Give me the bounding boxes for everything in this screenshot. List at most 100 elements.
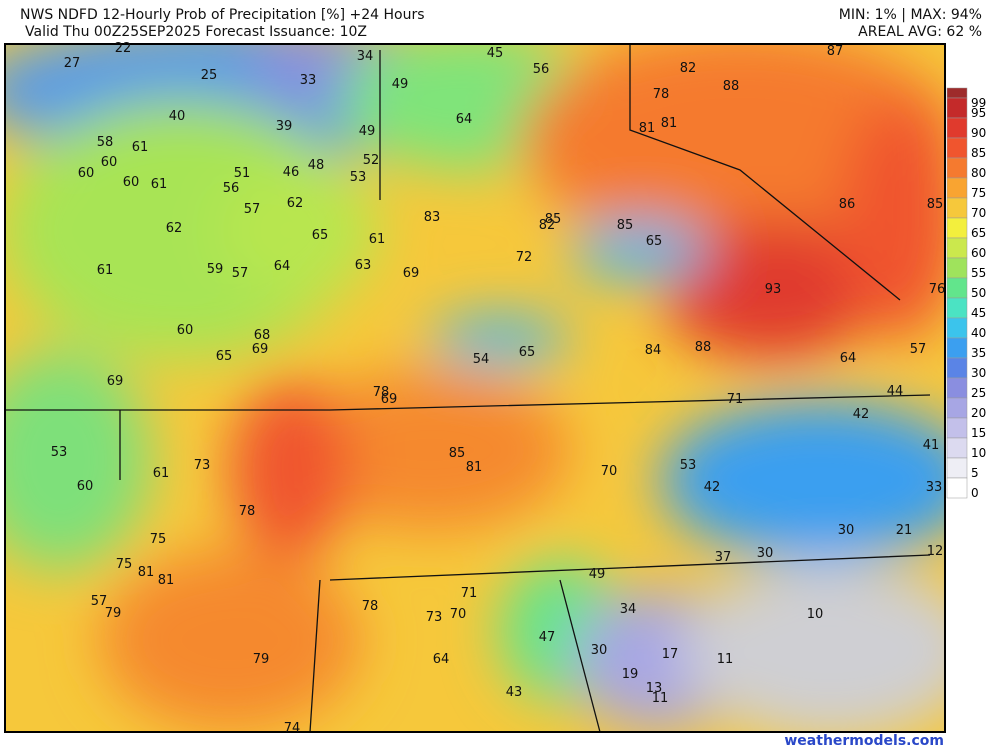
point-value: 86 xyxy=(839,197,856,212)
colorbar-swatch xyxy=(946,87,968,99)
point-value: 30 xyxy=(591,643,608,658)
colorbar-label: 5 xyxy=(971,466,979,480)
point-value: 12 xyxy=(927,544,944,559)
colorbar-label: 30 xyxy=(971,366,986,380)
point-value: 53 xyxy=(51,445,68,460)
colorbar-label: 40 xyxy=(971,326,986,340)
point-value: 60 xyxy=(177,323,194,338)
colorbar-label: 70 xyxy=(971,206,986,220)
colorbar-swatch xyxy=(946,177,968,199)
colorbar-swatch xyxy=(946,257,968,279)
point-value: 69 xyxy=(381,392,398,407)
colorbar-label: 85 xyxy=(971,146,986,160)
point-value: 73 xyxy=(194,458,211,473)
point-value: 64 xyxy=(274,259,291,274)
point-value: 87 xyxy=(827,44,844,59)
point-value: 25 xyxy=(201,68,218,83)
point-value: 46 xyxy=(283,165,300,180)
point-value: 64 xyxy=(840,351,857,366)
point-value: 61 xyxy=(151,177,168,192)
point-value: 48 xyxy=(308,158,325,173)
point-value: 60 xyxy=(123,175,140,190)
point-value: 52 xyxy=(363,153,380,168)
point-value: 85 xyxy=(617,218,634,233)
point-value: 30 xyxy=(757,546,774,561)
precip-field xyxy=(5,44,945,732)
point-value: 57 xyxy=(244,202,261,217)
point-value: 78 xyxy=(239,504,256,519)
point-value: 22 xyxy=(115,41,132,56)
colorbar-label: 80 xyxy=(971,166,986,180)
colorbar-label: 65 xyxy=(971,226,986,240)
colorbar-swatch xyxy=(946,277,968,299)
colorbar-swatch xyxy=(946,117,968,139)
point-value: 56 xyxy=(533,62,550,77)
footer: weathermodels.com xyxy=(784,733,944,749)
point-value: 88 xyxy=(723,79,740,94)
point-value: 81 xyxy=(639,121,656,136)
point-value: 62 xyxy=(166,221,183,236)
point-value: 17 xyxy=(662,647,679,662)
colorbar-swatch xyxy=(946,157,968,179)
colorbar-swatch xyxy=(946,397,968,419)
colorbar-label: 50 xyxy=(971,286,986,300)
point-value: 65 xyxy=(312,228,329,243)
colorbar-label: 99 xyxy=(971,96,986,110)
point-value: 61 xyxy=(153,466,170,481)
point-value: 53 xyxy=(350,170,367,185)
title: NWS NDFD 12-Hourly Prob of Precipitation… xyxy=(20,7,425,23)
point-value: 85 xyxy=(927,197,944,212)
point-value: 47 xyxy=(539,630,556,645)
point-value: 85 xyxy=(449,446,466,461)
point-value: 11 xyxy=(652,691,669,706)
point-value: 79 xyxy=(105,606,122,621)
colorbar-label: 90 xyxy=(971,126,986,140)
colorbar-swatch xyxy=(946,417,968,439)
point-value: 81 xyxy=(466,460,483,475)
point-value: 62 xyxy=(287,196,304,211)
point-value: 85 xyxy=(545,212,562,227)
subtitle: Valid Thu 00Z25SEP2025 Forecast Issuance… xyxy=(25,24,367,40)
point-value: 69 xyxy=(107,374,124,389)
colorbar-swatch xyxy=(946,477,968,499)
point-value: 61 xyxy=(97,263,114,278)
colorbar-swatch xyxy=(946,357,968,379)
colorbar-swatch xyxy=(946,237,968,259)
colorbar-label: 75 xyxy=(971,186,986,200)
colorbar-label: 45 xyxy=(971,306,986,320)
point-value: 73 xyxy=(426,610,443,625)
point-value: 54 xyxy=(473,352,490,367)
point-value: 93 xyxy=(765,282,782,297)
point-value: 76 xyxy=(929,282,946,297)
colorbar-swatch xyxy=(946,97,968,119)
point-value: 56 xyxy=(223,181,240,196)
point-value: 79 xyxy=(253,652,270,667)
point-value: 81 xyxy=(158,573,175,588)
point-value: 30 xyxy=(838,523,855,538)
point-value: 65 xyxy=(646,234,663,249)
point-value: 65 xyxy=(216,349,233,364)
point-value: 88 xyxy=(695,340,712,355)
point-value: 78 xyxy=(362,599,379,614)
point-value: 49 xyxy=(392,77,409,92)
point-value: 59 xyxy=(207,262,224,277)
colorbar-label: 95 xyxy=(971,106,986,120)
point-value: 41 xyxy=(923,438,940,453)
point-value: 68 xyxy=(254,328,271,343)
point-value: 49 xyxy=(589,567,606,582)
point-value: 75 xyxy=(116,557,133,572)
colorbar-swatch xyxy=(946,317,968,339)
point-value: 70 xyxy=(450,607,467,622)
point-value: 34 xyxy=(357,49,374,64)
point-value: 69 xyxy=(252,342,269,357)
point-value: 82 xyxy=(680,61,697,76)
point-value: 60 xyxy=(77,479,94,494)
colorbar-label: 35 xyxy=(971,346,986,360)
point-value: 44 xyxy=(887,384,904,399)
point-value: 39 xyxy=(276,119,293,134)
point-value: 53 xyxy=(680,458,697,473)
point-value: 45 xyxy=(487,46,504,61)
point-value: 61 xyxy=(369,232,386,247)
point-value: 78 xyxy=(373,385,390,400)
